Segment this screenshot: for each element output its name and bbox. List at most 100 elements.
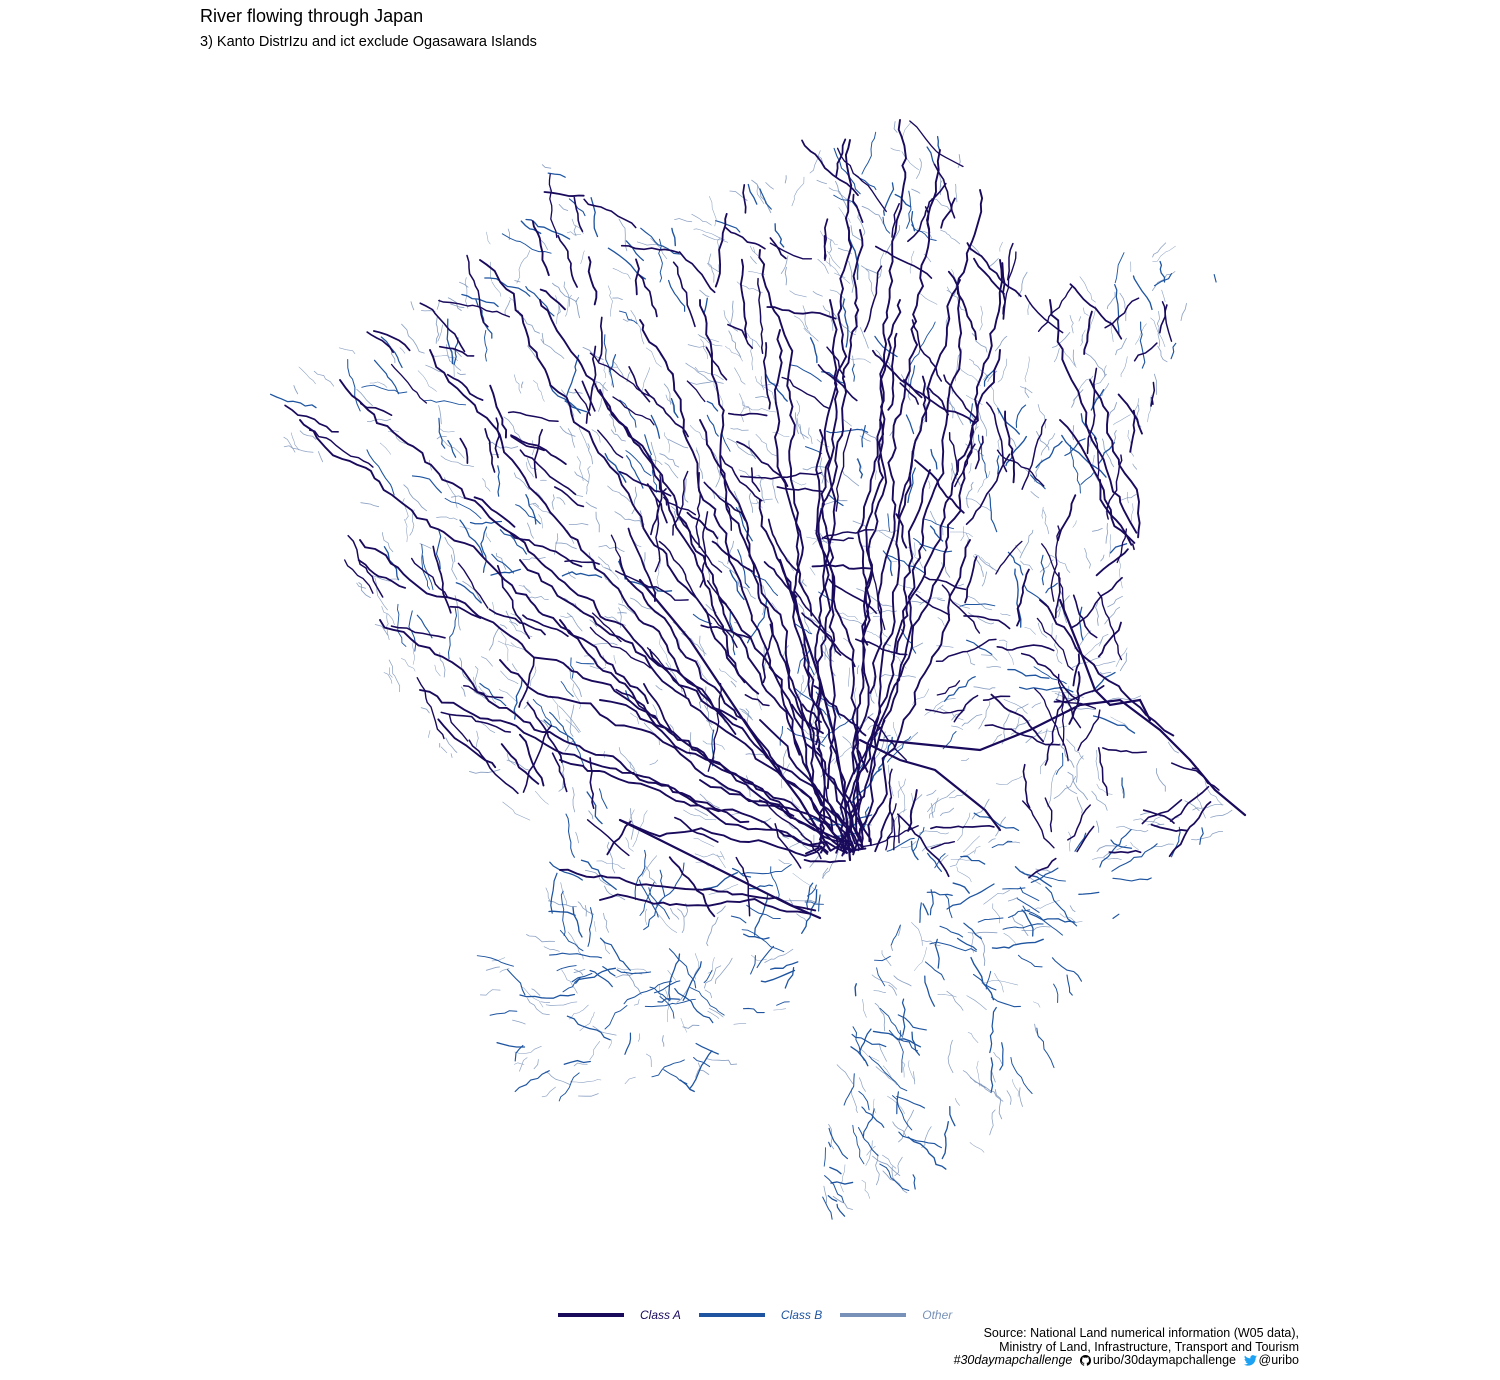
river-class-other-trib-358 [946,289,968,312]
river-class-a-trib-1349 [930,840,956,850]
river-class-b-trib-315 [876,967,886,987]
river-class-a-trib-633 [706,580,727,605]
river-class-other-trib-562 [474,666,479,692]
river-class-other-trib-716 [504,299,511,317]
river-class-other-trib-300 [1104,606,1121,625]
river-class-other-trib-56 [791,176,805,207]
river-class-a-27 [1099,479,1133,546]
river-class-other-trib-604 [589,619,598,627]
river-class-b-trib-1164 [461,293,499,308]
river-class-other-trib-1325 [1019,386,1033,394]
river-class-b-trib-215 [689,987,725,1016]
river-class-other-trib-891 [655,685,663,691]
river-class-other-trib-1300 [957,812,971,842]
river-class-other-trib-1036 [819,457,824,484]
river-class-other-trib-1211 [521,381,524,389]
river-class-other-trib-1101 [556,305,561,315]
river-class-other-trib-35 [994,973,1004,993]
river-class-other-trib-622 [374,577,388,611]
river-class-a-trib-1009 [801,612,856,668]
river-class-other-trib-305 [848,667,850,687]
river-class-b-trib-406 [549,384,581,414]
river-class-a-1 [869,149,941,694]
river-class-other-trib-1313 [772,431,790,437]
river-class-b-trib-974 [619,399,637,428]
river-class-b-trib-965 [572,906,583,938]
river-class-other-trib-1436 [1007,897,1019,902]
river-class-a-trib-1329 [823,218,829,260]
river-class-b-trib-1496 [455,582,482,604]
river-class-a-major-4 [1058,598,1152,722]
river-class-b-trib-1550 [989,1006,997,1054]
river-class-a-trib-648 [761,623,774,684]
river-class-other-trib-904 [940,525,944,536]
river-class-b-trib-1398 [670,398,679,419]
rivers-other-layer [283,121,1233,1210]
river-class-other-trib-1107 [1130,842,1139,850]
river-class-other-trib-1117 [1025,730,1043,744]
river-class-other-trib-521 [918,830,949,835]
river-class-a-trib-273 [672,261,696,328]
river-class-b-trib-791 [514,1044,524,1062]
river-class-a-trib-590 [727,412,768,417]
river-class-other-trib-953 [1192,803,1224,811]
river-class-b-trib-653 [706,414,719,437]
river-class-other-trib-1069 [924,698,956,716]
river-class-a-trib-470 [489,384,508,439]
river-class-a-trib-768 [964,555,978,604]
river-class-a-trib-252 [699,511,709,588]
river-class-a-trib-441 [1072,653,1081,687]
river-class-b-trib-686 [882,550,927,575]
river-class-a-trib-1404 [668,856,716,918]
river-class-other-trib-1543 [719,668,737,683]
caption-twitter: @uribo [1258,1353,1300,1367]
river-class-a-trib-938 [897,442,916,519]
river-class-other-trib-877 [526,934,556,943]
river-class-a-trib-1251 [522,614,569,638]
river-class-other-trib-1048 [665,662,683,693]
river-class-a-trib-690 [822,536,854,542]
river-class-a-trib-793 [1072,594,1098,639]
river-class-b-trib-1367 [563,1059,591,1065]
river-class-other-trib-1287 [921,843,942,852]
river-class-other-trib-834 [950,859,971,861]
river-class-other-trib-1121 [916,158,922,179]
river-class-other-trib-1052 [846,356,871,364]
river-class-b-trib-459 [973,812,1020,832]
river-class-b-trib-989 [490,568,521,576]
river-class-a-trib-416 [606,820,632,856]
river-class-other-trib-812 [808,427,813,445]
river-class-other-trib-475 [995,775,1023,785]
river-class-other-trib-171 [1024,626,1036,635]
river-class-other-trib-908 [578,1093,599,1097]
river-class-a-trib-589 [591,612,622,643]
river-class-a-trib-1353 [1076,825,1095,853]
river-class-other-trib-1046 [1115,647,1128,667]
river-class-a-trib-437 [533,428,543,479]
river-class-b-trib-23 [750,955,756,975]
river-class-other-trib-418 [877,268,882,279]
river-class-other-trib-1099 [781,749,787,778]
river-class-other-trib-961 [283,445,314,453]
river-class-a-trib-515 [947,270,978,341]
river-class-other-trib-1419 [530,666,537,687]
river-class-a-trib-341 [1022,800,1055,849]
river-class-other-trib-184 [946,397,964,426]
river-class-other-trib-427 [893,721,898,738]
river-class-other-trib-228 [293,385,299,395]
river-class-b-trib-232 [549,861,583,881]
river-class-a-trib-1102 [539,288,566,311]
river-class-other-trib-547 [1108,695,1142,701]
river-class-b-trib-1322 [1139,321,1146,369]
river-class-b-trib-1207 [1112,913,1120,919]
river-class-b-trib-1162 [625,450,652,477]
river-class-other-trib-536 [659,984,662,999]
river-class-other-trib-97 [618,603,635,614]
river-class-other-trib-624 [632,810,648,848]
river-class-other-trib-1013 [968,463,972,474]
river-class-b-trib-317 [887,513,891,532]
river-class-other-trib-1482 [832,1195,853,1210]
river-class-other-trib-1073 [528,596,549,600]
river-class-other-trib-689 [796,400,800,417]
river-class-other-trib-563 [628,809,635,822]
